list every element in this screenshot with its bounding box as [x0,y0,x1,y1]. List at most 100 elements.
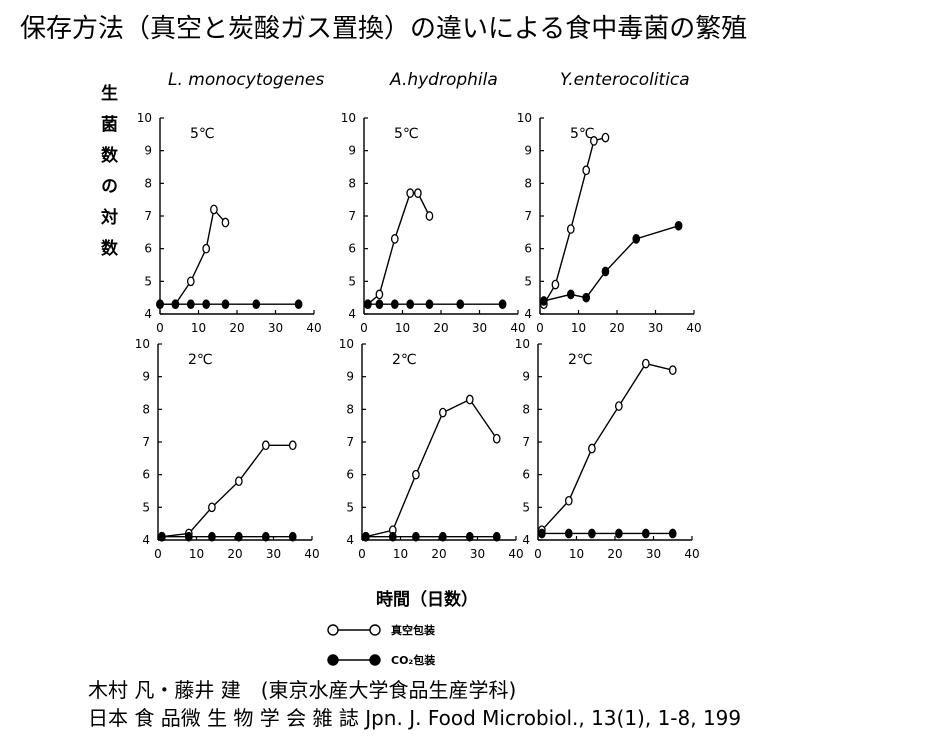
data-point-open [590,136,598,146]
data-point-open [564,495,573,506]
data-point-filled [186,299,195,310]
x-tick-label: 40 [304,547,319,561]
data-point-open [390,234,399,244]
data-point-filled [615,528,623,539]
data-point-filled [582,292,591,303]
x-tick-label: 20 [431,547,446,561]
x-tick-label: 20 [433,321,448,335]
y-tick-label: 5 [346,500,354,514]
data-point-open [582,165,591,176]
data-point-filled [235,531,243,542]
y-tick-label: 9 [144,144,152,158]
chart-panel-yersinia-5c: 4 5 6 7 8 9 10 0 10 20 30 40 5℃ [517,111,702,335]
y-tick-label: 8 [524,176,532,190]
y-tick-label: 6 [142,468,150,482]
x-axis-label: 時間（日数） [376,590,478,610]
open-circle-marker-icon [327,624,381,636]
data-point-open [235,476,243,487]
data-point-filled [390,299,399,310]
data-point-filled [156,299,164,310]
x-tick-label: 10 [189,547,204,561]
y-tick-label: 10 [341,111,356,125]
y-tick-label: 5 [348,274,356,288]
data-point-filled [498,299,507,310]
series-line-open [543,136,606,305]
y-tick-label: 5 [522,500,530,514]
data-point-filled [288,531,297,542]
data-point-open [414,188,422,198]
data-point-filled [456,299,465,310]
y-tick-label: 10 [339,337,354,351]
data-point-filled [261,531,270,542]
filled-circle-marker-icon [327,654,381,666]
y-tick-label: 10 [135,337,150,351]
y-tick-label: 8 [348,176,356,190]
panel-temperature-label: 2℃ [188,352,213,368]
chart-panel-aeromonas-2c: 4 5 6 7 8 9 10 0 10 20 30 40 2℃ [339,337,524,561]
x-tick-label: 0 [358,547,366,561]
data-point-filled [375,299,384,310]
data-point-open [412,469,420,480]
x-tick-label: 0 [360,321,368,335]
series-line-open [541,362,673,531]
panel-temperature-label: 5℃ [190,126,215,142]
y-tick-label: 8 [144,176,152,190]
x-tick-label: 20 [227,547,242,561]
data-point-open [406,188,415,198]
series-line-open [161,444,293,538]
data-point-filled [388,531,397,542]
y-tick-label: 7 [144,209,152,223]
series-line-filled [543,225,679,302]
y-tick-label: 5 [524,274,532,288]
x-tick-label: 30 [648,321,663,335]
y-tick-label: 4 [524,307,532,321]
y-tick-label: 6 [524,242,532,256]
x-tick-label: 40 [508,547,523,561]
organism-title-yersinia: Y.enterocolitica [560,70,690,90]
x-tick-label: 10 [395,321,410,335]
y-axis-label: 生菌数の対数 [97,84,117,270]
data-point-filled [406,299,415,310]
y-tick-label: 7 [346,435,354,449]
data-point-filled [361,531,370,542]
data-point-open [425,211,434,221]
reference-authors: 木村 凡・藤井 建 (東京水産大学食品生産学科) [88,678,517,702]
data-point-filled [601,266,610,277]
panel-temperature-label: 2℃ [568,352,593,368]
panel-temperature-label: 2℃ [392,352,417,368]
x-tick-label: 20 [229,321,244,335]
y-tick-label: 7 [142,435,150,449]
data-point-open [208,502,216,513]
y-tick-label: 4 [348,307,356,321]
data-point-open [615,401,623,411]
data-point-filled [171,299,180,310]
x-tick-label: 0 [534,547,542,561]
chart-panel-aeromonas-5c: 4 5 6 7 8 9 10 0 10 20 30 40 5℃ [341,111,526,335]
chart-panel-listeria-2c: 4 5 6 7 8 9 10 0 10 20 30 40 2℃ [135,337,320,561]
organism-title-aeromonas: A.hydrophila [390,70,498,90]
x-tick-label: 40 [684,547,699,561]
y-tick-label: 5 [142,500,150,514]
panel-temperature-label: 5℃ [394,126,419,142]
data-point-filled [566,289,575,300]
data-point-open [221,217,230,228]
data-point-filled [252,299,261,310]
y-tick-label: 10 [137,111,152,125]
y-tick-label: 8 [522,402,530,416]
data-point-open [439,407,447,418]
x-tick-label: 10 [191,321,206,335]
data-point-open [210,204,218,215]
x-tick-label: 10 [393,547,408,561]
y-tick-label: 6 [346,468,354,482]
x-tick-label: 20 [609,321,624,335]
data-point-filled [439,531,447,542]
x-tick-label: 30 [266,547,281,561]
y-tick-label: 9 [346,370,354,384]
y-tick-label: 4 [144,307,152,321]
data-point-filled [674,220,683,231]
y-tick-label: 10 [517,111,532,125]
y-tick-label: 9 [348,144,356,158]
data-point-open [375,289,384,300]
x-tick-label: 10 [569,547,584,561]
data-point-filled [539,296,548,306]
